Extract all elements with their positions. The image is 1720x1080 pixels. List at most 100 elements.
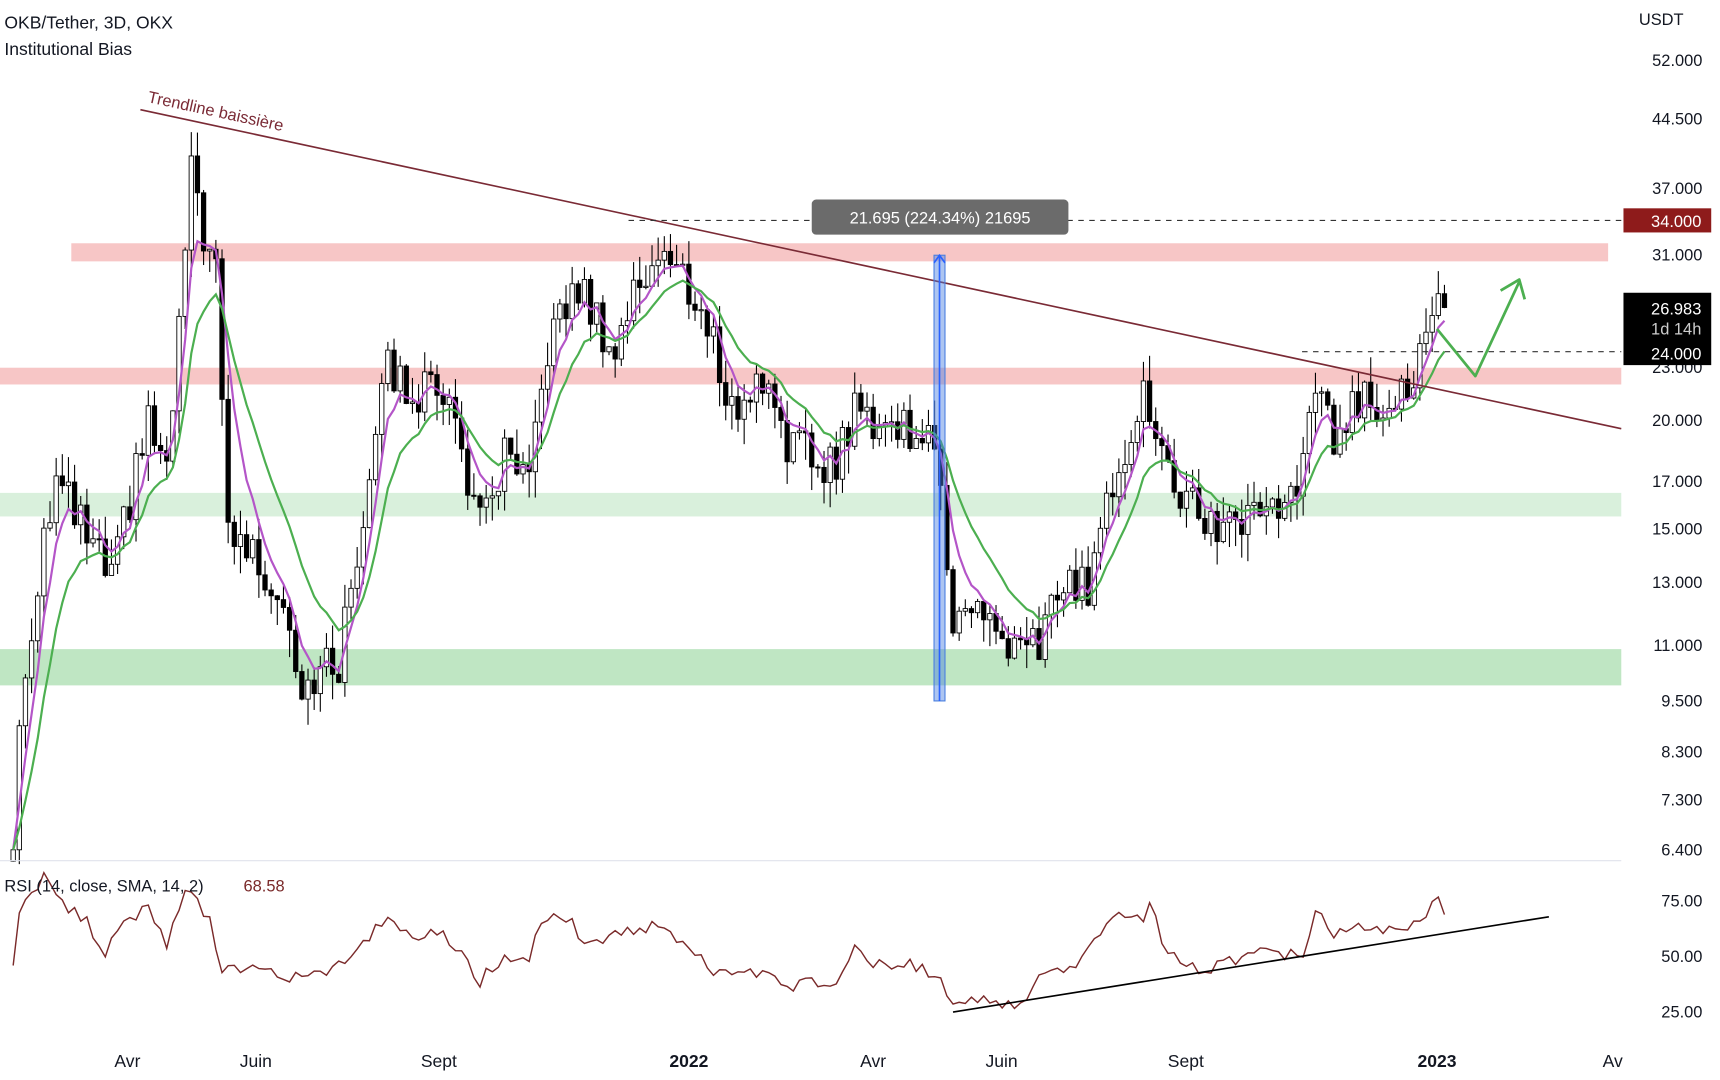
candle [176, 315, 182, 412]
candle [864, 406, 870, 412]
rsi-uptrend-line[interactable] [952, 915, 1550, 1013]
candle [379, 383, 385, 435]
candle [10, 849, 16, 862]
candle [495, 490, 502, 497]
candle [987, 613, 993, 621]
candle [815, 466, 821, 469]
candle [354, 566, 360, 589]
candle [151, 405, 158, 446]
time-tick: Juin [985, 1051, 1017, 1071]
ema-layer [12, 239, 1446, 851]
candle [1398, 378, 1405, 410]
candle [280, 599, 287, 608]
candle [1017, 637, 1024, 641]
candle [391, 349, 397, 392]
candle [1183, 490, 1190, 509]
candle [483, 497, 489, 508]
candle [440, 394, 446, 405]
candle [809, 432, 815, 468]
time-tick: Sept [421, 1051, 457, 1071]
candle [606, 346, 612, 353]
candle [612, 346, 618, 360]
candle [372, 433, 379, 481]
candle [1318, 391, 1325, 394]
candle [348, 587, 354, 608]
candle [145, 405, 151, 456]
zone-support [0, 492, 1622, 517]
candle [581, 279, 588, 304]
candle [858, 392, 864, 412]
candle [157, 444, 164, 452]
time-axis[interactable]: Avr Juin Sept 2022 Avr Juin Sept 2023 Av [114, 1051, 1623, 1071]
candle [59, 475, 65, 487]
price-tick: 8.300 [1661, 743, 1702, 761]
price-tick: 13.000 [1652, 574, 1702, 592]
candle [47, 522, 53, 529]
price-tag-support-text: 24.000 [1651, 346, 1701, 364]
candle [1288, 485, 1294, 503]
price-tag-last: 26.983 1d 14h 24.000 [1623, 292, 1712, 366]
candle [121, 506, 127, 538]
candle [569, 283, 575, 320]
overlay-layer [140, 108, 1622, 702]
candle [1005, 638, 1011, 659]
candle [698, 309, 704, 312]
candle [471, 494, 477, 497]
candle [968, 608, 975, 614]
candle [225, 398, 231, 523]
time-tick: Avr [860, 1051, 886, 1071]
candle [501, 437, 508, 492]
candle [71, 481, 78, 526]
downtrend-line[interactable] [140, 108, 1622, 430]
candle [231, 521, 237, 547]
price-tag-resistance-text: 34.000 [1651, 213, 1701, 231]
candle [1325, 391, 1331, 406]
candle [268, 589, 274, 597]
candle [1079, 566, 1085, 601]
rsi-tick: 50.00 [1661, 948, 1702, 966]
candle [563, 303, 569, 320]
candle [299, 671, 305, 700]
projection-arrow[interactable] [1435, 278, 1527, 378]
price-tick: 11.000 [1653, 637, 1702, 655]
trendline-label: Trendline baissière [146, 88, 285, 135]
candle [28, 640, 35, 679]
candle [1011, 637, 1018, 659]
price-tick: 20.000 [1652, 412, 1702, 430]
candle [133, 453, 139, 521]
candle [508, 437, 514, 455]
time-tick: 2022 [669, 1051, 708, 1071]
candle [544, 365, 551, 390]
candle [1331, 404, 1337, 455]
candle [747, 399, 753, 403]
price-axis[interactable]: 52.00044.50037.00031.00023.00020.00017.0… [1652, 52, 1702, 859]
candle [895, 421, 901, 440]
candle [1429, 315, 1435, 333]
candle [360, 527, 366, 568]
candle [1269, 498, 1276, 508]
candle [262, 574, 268, 591]
currency-label: USDT [1639, 11, 1684, 29]
rsi-tick: 25.00 [1661, 1004, 1702, 1022]
candle [1116, 472, 1122, 498]
candle [821, 466, 827, 483]
candle [53, 475, 59, 524]
candle [667, 250, 674, 266]
time-tick: Av [1603, 1051, 1623, 1071]
candle [188, 155, 194, 251]
candle [1085, 566, 1091, 606]
candle [962, 608, 968, 612]
price-tick: 31.000 [1652, 247, 1702, 265]
candle [741, 399, 747, 420]
rsi-tick: 75.00 [1661, 893, 1702, 911]
candle [1140, 380, 1147, 422]
candle [655, 259, 661, 267]
candle [956, 610, 962, 634]
candle [704, 309, 710, 337]
candle [692, 303, 698, 311]
candle [538, 388, 545, 423]
price-tick: 9.500 [1661, 692, 1702, 710]
price-tag-last-bg [1623, 292, 1712, 366]
candle [981, 601, 987, 621]
